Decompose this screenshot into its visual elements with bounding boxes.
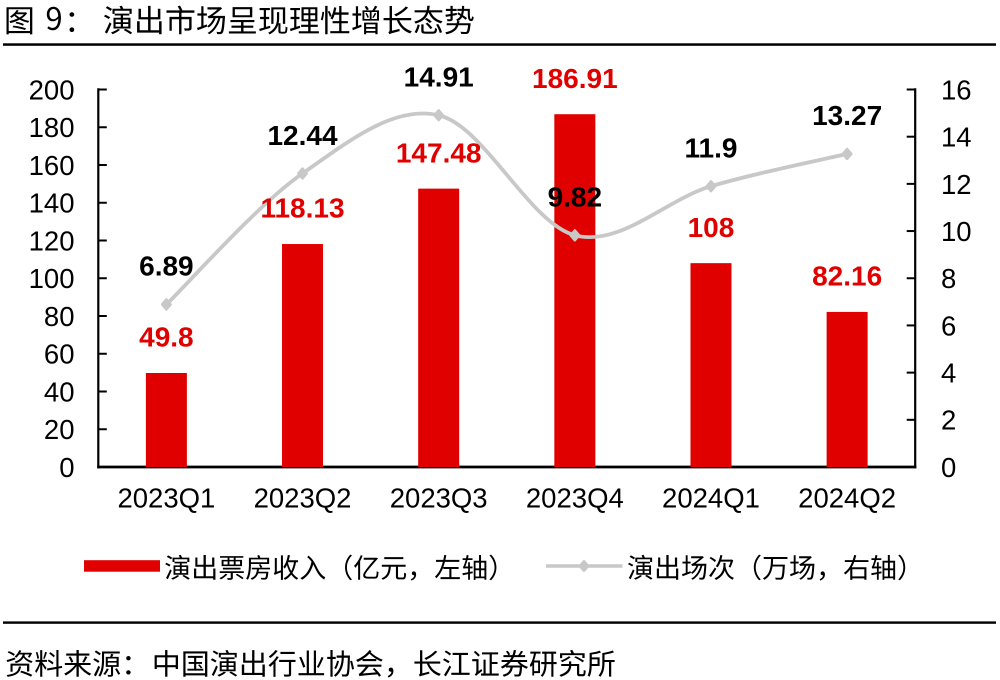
svg-text:0: 0	[941, 452, 956, 483]
svg-text:9.82: 9.82	[548, 182, 603, 213]
svg-text:2023Q1: 2023Q1	[117, 483, 215, 514]
svg-text:20: 20	[44, 414, 75, 445]
svg-text:2023Q4: 2023Q4	[526, 483, 624, 514]
svg-text:147.48: 147.48	[396, 137, 482, 168]
svg-text:60: 60	[44, 339, 75, 370]
svg-text:0: 0	[59, 452, 74, 483]
svg-text:12.44: 12.44	[267, 120, 337, 151]
svg-text:160: 160	[29, 150, 75, 181]
svg-text:14: 14	[941, 122, 972, 153]
svg-text:4: 4	[941, 358, 956, 389]
svg-text:6.89: 6.89	[139, 251, 194, 282]
svg-text:6: 6	[941, 310, 956, 341]
svg-text:120: 120	[29, 225, 75, 256]
svg-text:180: 180	[29, 112, 75, 143]
svg-text:2024Q2: 2024Q2	[798, 483, 896, 514]
svg-text:8: 8	[941, 263, 956, 294]
svg-text:11.9: 11.9	[685, 133, 738, 164]
svg-text:186.91: 186.91	[532, 63, 618, 94]
svg-text:82.16: 82.16	[812, 261, 882, 292]
svg-text:80: 80	[44, 301, 75, 332]
svg-text:100: 100	[29, 263, 75, 294]
svg-text:40: 40	[44, 376, 75, 407]
svg-text:140: 140	[29, 188, 75, 219]
svg-text:118.13: 118.13	[260, 193, 344, 224]
svg-text:49.8: 49.8	[139, 322, 194, 353]
svg-text:200: 200	[29, 74, 75, 105]
svg-text:16: 16	[941, 74, 972, 105]
svg-text:108: 108	[688, 212, 735, 243]
svg-text:14.91: 14.91	[404, 62, 474, 93]
svg-text:2: 2	[941, 405, 956, 436]
svg-text:2023Q2: 2023Q2	[254, 483, 352, 514]
svg-text:12: 12	[941, 169, 972, 200]
svg-text:10: 10	[941, 216, 972, 247]
svg-text:13.27: 13.27	[812, 100, 882, 131]
svg-text:2024Q1: 2024Q1	[662, 483, 760, 514]
svg-text:2023Q3: 2023Q3	[390, 483, 488, 514]
